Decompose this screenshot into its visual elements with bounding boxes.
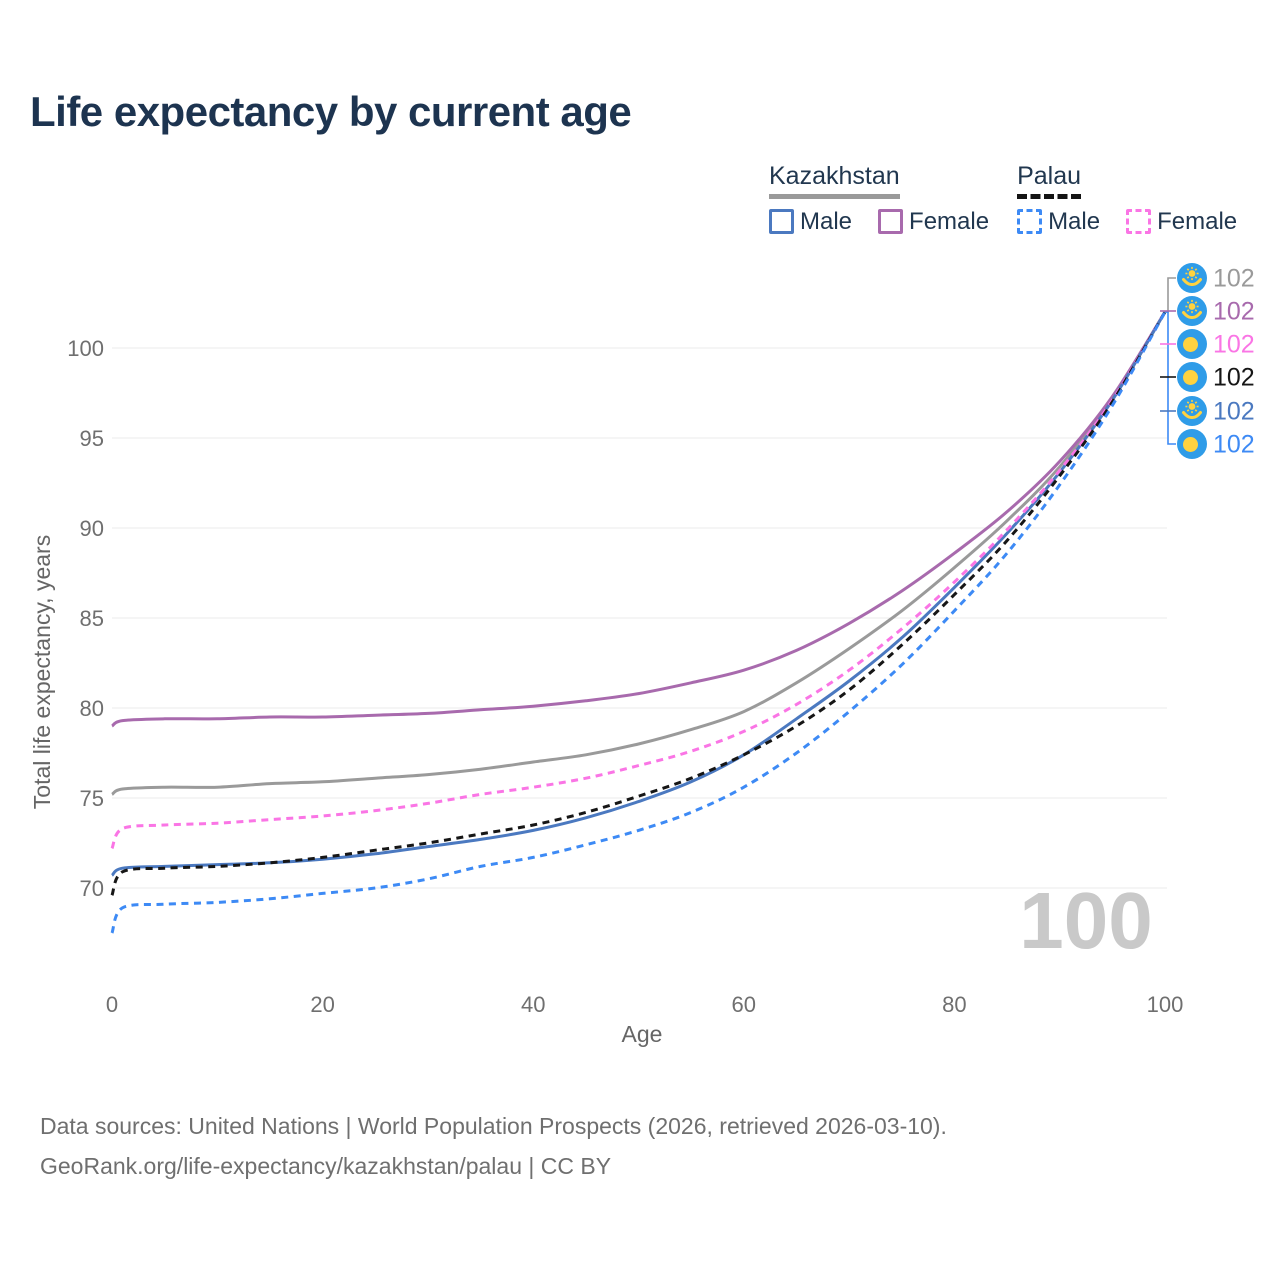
y-tick-label: 90 [80, 516, 104, 541]
legend-item-palau-male[interactable]: Male [1017, 208, 1100, 236]
footer-url: GeoRank.org/life-expectancy/kazakhstan/p… [40, 1153, 612, 1179]
footer: Data sources: United Nations | World Pop… [40, 1106, 947, 1186]
end-label-kazakhstan-male: 102 [1177, 396, 1255, 426]
x-axis-label: Age [622, 1021, 663, 1047]
age-watermark: 100 [1019, 876, 1152, 965]
legend-item-label: Male [1048, 207, 1101, 235]
page-title: Life expectancy by current age [30, 88, 632, 135]
legend-item-kazakhstan-male[interactable]: Male [769, 208, 852, 236]
y-tick-label: 80 [80, 696, 104, 721]
end-label-value: 102 [1213, 265, 1255, 293]
end-label-palau-male: 102 [1177, 429, 1255, 459]
x-tick-label: 40 [521, 992, 545, 1017]
x-tick-label: 20 [310, 992, 334, 1017]
end-label-value: 102 [1213, 331, 1255, 359]
legend-item-kazakhstan-female[interactable]: Female [878, 208, 989, 236]
legend-item-label: Female [1157, 207, 1238, 235]
y-tick-label: 75 [80, 786, 104, 811]
x-tick-label: 100 [1147, 992, 1184, 1017]
palau-male-swatch-icon [1017, 209, 1043, 234]
leader-line [1165, 277, 1176, 313]
legend-item-palau-female[interactable]: Female [1126, 208, 1237, 236]
legend-group-kazakhstan: Kazakhstan Male Female [769, 162, 989, 236]
y-tick-label: 95 [80, 426, 104, 451]
legend-country-palau[interactable]: Palau [1017, 162, 1082, 199]
kazakhstan-flag-icon [1177, 296, 1207, 326]
end-label-kazakhstan-both: 102 [1177, 263, 1255, 293]
chart-area: 70 75 80 85 90 95 100 0 20 40 60 80 100 Age Total life… [0, 240, 1280, 1080]
y-tick-label: 70 [80, 876, 104, 901]
legend-country-kazakhstan[interactable]: Kazakhstan [769, 162, 900, 199]
legend-item-label: Male [800, 207, 853, 235]
legend: Kazakhstan Male Female Palau Male [769, 162, 1237, 236]
legend-items-palau: Male Female [1017, 208, 1237, 236]
kazakhstan-female-swatch-icon [878, 209, 904, 234]
series-line-palau-male[interactable] [110, 311, 1167, 934]
end-label-palau-female: 102 [1177, 329, 1255, 359]
series-line-kazakhstan-male[interactable] [110, 311, 1167, 877]
end-label-palau-both: 102 [1177, 362, 1255, 392]
legend-item-label: Female [909, 207, 990, 235]
x-tick-label: 80 [942, 992, 966, 1017]
palau-flag-icon [1177, 329, 1207, 359]
x-tick-label: 0 [106, 992, 118, 1017]
palau-flag-icon [1177, 362, 1207, 392]
end-label-kazakhstan-female: 102 [1177, 296, 1255, 326]
palau-female-swatch-icon [1126, 209, 1152, 234]
end-label-value: 102 [1213, 431, 1255, 459]
series-line-kazakhstan-female[interactable] [111, 311, 1167, 728]
y-axis-label: Total life expectancy, years [29, 535, 55, 809]
palau-flag-icon [1177, 429, 1207, 459]
series-line-palau-both[interactable] [110, 311, 1167, 896]
series-line-palau-female[interactable] [110, 311, 1167, 850]
kazakhstan-flag-icon [1177, 396, 1207, 426]
kazakhstan-flag-icon [1177, 263, 1207, 293]
leader-line [1165, 311, 1176, 445]
legend-items-kazakhstan: Male Female [769, 208, 989, 236]
y-tick-label: 100 [67, 336, 104, 361]
x-tick-label: 60 [732, 992, 756, 1017]
footer-datasource: Data sources: United Nations | World Pop… [40, 1113, 947, 1139]
kazakhstan-male-swatch-icon [769, 209, 794, 234]
end-label-value: 102 [1213, 364, 1255, 392]
life-expectancy-chart: 70 75 80 85 90 95 100 0 20 40 60 80 100 Age Total life… [29, 263, 1255, 1047]
series-line-kazakhstan-both[interactable] [111, 311, 1167, 796]
end-label-value: 102 [1213, 298, 1255, 326]
end-label-value: 102 [1213, 398, 1255, 426]
legend-group-palau: Palau Male Female [1017, 162, 1237, 236]
y-tick-label: 85 [80, 606, 104, 631]
